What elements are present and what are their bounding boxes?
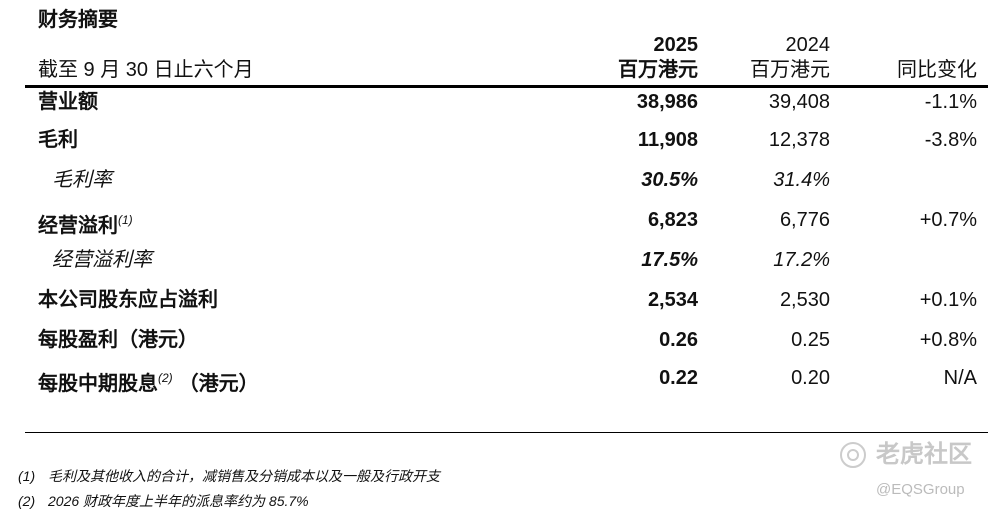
cell: N/A	[943, 367, 977, 389]
label-suffix: （港元）	[178, 373, 259, 395]
col-year: 2024	[785, 34, 831, 56]
footnote-mark: (2)	[18, 493, 36, 509]
row-label: 经营溢利(1)	[38, 208, 133, 238]
footnote-ref: (1)	[118, 213, 133, 227]
footnote: 2026 财政年度上半年的派息率约为 85.7%	[48, 493, 309, 509]
cell: 0.20	[791, 367, 830, 389]
label-text: 每股中期股息	[38, 373, 158, 395]
cell: +0.7%	[919, 209, 977, 231]
cell: 31.4%	[773, 169, 830, 191]
cell: 17.2%	[773, 249, 830, 271]
col-unit: 百万港元	[618, 59, 698, 81]
row-label: 营业额	[38, 90, 98, 114]
cell: 0.22	[659, 367, 698, 389]
row-label: 每股中期股息(2) （港元）	[38, 366, 259, 396]
label-text: 营业额	[38, 91, 98, 113]
col-unit: 百万港元	[750, 59, 830, 81]
label-text: 经营溢利率	[52, 249, 152, 271]
footnote: 毛利及其他收入的合计，减销售及分销成本以及一般及行政开支	[48, 468, 440, 484]
row-label: 毛利率	[52, 168, 112, 192]
period: 截至 9 月 30 日止六个月	[38, 59, 254, 81]
watermark-brand: 老虎社区	[876, 441, 972, 468]
cell: 0.26	[659, 329, 698, 351]
cell: 6,823	[647, 209, 698, 231]
row-label: 本公司股东应占溢利	[38, 288, 218, 312]
label-text: 本公司股东应占溢利	[38, 289, 218, 311]
col-year: 2025	[653, 34, 699, 56]
cell: 38,986	[636, 91, 698, 113]
label-text: 毛利率	[52, 169, 112, 191]
label-text: 每股盈利（港元）	[38, 329, 198, 351]
cell: -1.1%	[924, 91, 977, 113]
bottom-rule	[25, 432, 988, 433]
footnote-ref: (2)	[158, 371, 173, 385]
row-label: 经营溢利率	[52, 248, 152, 272]
row-label: 毛利	[38, 128, 78, 152]
title: 财务摘要	[38, 9, 118, 31]
cell: 6,776	[779, 209, 830, 231]
cell: +0.8%	[919, 329, 977, 351]
cell: 17.5%	[641, 249, 698, 271]
col-label: 同比变化	[897, 59, 977, 81]
cell: +0.1%	[919, 289, 977, 311]
label-text: 毛利	[38, 129, 78, 151]
watermark-icon	[840, 442, 866, 468]
cell: 2,534	[647, 289, 698, 311]
watermark-handle: @EQSGroup	[876, 481, 965, 498]
cell: 11,908	[637, 129, 698, 151]
cell: -3.8%	[924, 129, 977, 151]
footnote-mark: (1)	[18, 468, 36, 484]
label-text: 经营溢利	[38, 215, 118, 237]
cell: 2,530	[779, 289, 830, 311]
cell: 12,378	[768, 129, 830, 151]
cell: 0.25	[791, 329, 830, 351]
header-rule	[25, 85, 988, 88]
cell: 30.5%	[641, 169, 698, 191]
cell: 39,408	[768, 91, 830, 113]
row-label: 每股盈利（港元）	[38, 328, 198, 352]
